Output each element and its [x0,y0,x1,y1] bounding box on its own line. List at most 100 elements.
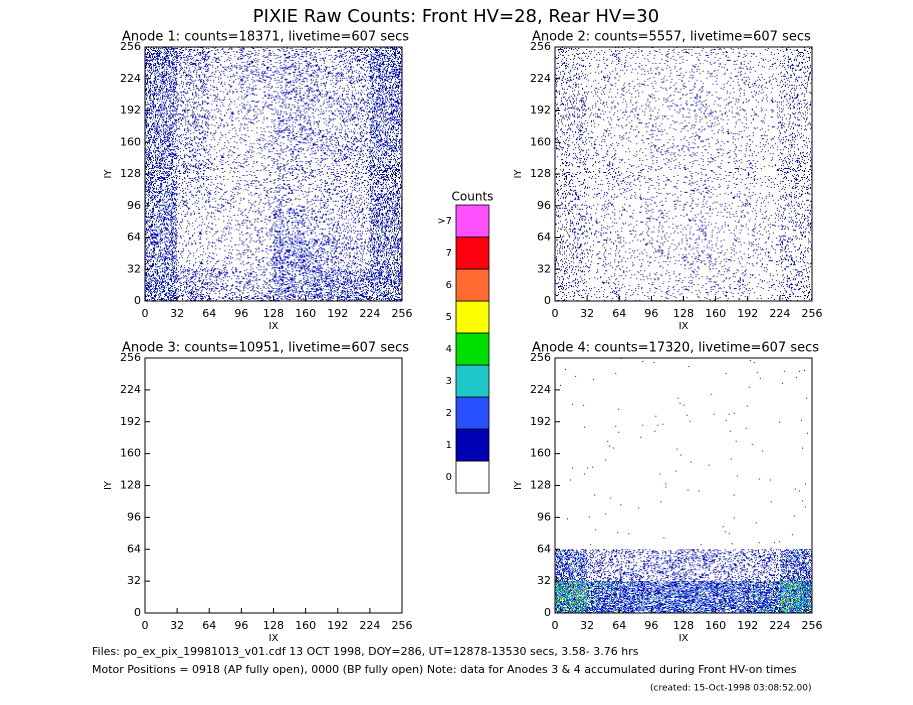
count-pixels [689,71,691,73]
density-cell [733,494,735,496]
x-tick-label: 128 [673,619,694,632]
count-pixels [659,52,677,77]
density-cell [587,549,620,582]
count-pixels [748,582,777,612]
count-pixels [337,174,370,206]
x-axis-label: IX [269,633,279,644]
count-pixels [209,205,242,237]
count-pixels [690,461,710,466]
count-pixels [601,233,603,235]
count-pixels [209,142,242,173]
count-pixels [340,178,362,206]
count-pixels [723,84,739,101]
density-cell [337,78,370,111]
count-pixels [651,237,684,269]
count-pixels [273,51,281,68]
density-cell [145,47,178,79]
count-pixels [747,205,780,238]
density-cell [584,426,586,428]
count-pixels [587,142,620,174]
count-pixels [702,62,711,64]
count-pixels [678,78,680,80]
colorbar-swatch [455,332,490,366]
colorbar-label: >7 [437,216,452,227]
x-tick-label: 224 [769,307,790,320]
density-cell [369,47,402,79]
count-pixels [273,174,306,206]
count-pixels [793,488,806,517]
density-cell [683,269,716,301]
density-cell [791,534,793,536]
density-cell [273,78,306,111]
count-pixels [752,274,768,284]
count-pixels [209,237,242,270]
density-cell [590,529,619,546]
count-pixels [555,549,588,582]
panel-title: Anode 2: counts=5557, livetime=607 secs [532,30,811,45]
y-tick-label: 192 [530,415,551,428]
density-cell [305,174,338,206]
count-pixels [235,259,237,261]
count-pixels [177,237,210,270]
count-pixels [683,79,716,111]
count-pixels [241,143,274,173]
count-pixels [768,579,770,581]
count-pixels [369,237,402,270]
count-pixels [779,174,812,206]
count-pixels [802,432,808,449]
count-pixels [273,114,275,116]
count-pixels [683,237,716,270]
count-pixels [215,111,242,139]
count-pixels [305,110,338,143]
count-pixels [337,269,370,301]
density-cell [241,47,274,79]
count-pixels [273,237,306,270]
count-pixels [177,78,210,111]
x-axis-label: IX [679,321,689,332]
density-cell [802,432,808,449]
density-cell [273,237,306,270]
count-pixels [369,78,402,111]
density-cell [730,458,738,477]
density-cell [700,544,702,546]
x-tick-label: 32 [170,307,184,320]
density-cell [145,269,178,301]
count-pixels [732,174,734,175]
density-cell [793,488,806,517]
count-pixels [337,78,370,111]
y-tick-label: 192 [120,415,141,428]
colorbar-label: 7 [446,248,452,259]
count-pixels [555,581,588,613]
y-axis-label: IY [513,169,524,179]
y-tick-label: 0 [134,294,141,307]
count-pixels [683,47,716,79]
colorbar-label: 5 [446,312,452,323]
panel-title: Anode 1: counts=18371, livetime=607 secs [122,30,409,45]
y-tick-label: 160 [530,447,551,460]
colorbar-label: 6 [446,280,452,291]
count-pixels [555,78,588,111]
count-pixels [717,581,748,613]
count-pixels [780,217,812,238]
density-cell [242,174,273,206]
y-tick-label: 32 [127,574,141,587]
y-tick-label: 192 [120,104,141,117]
footer-created: (created: 15-Oct-1998 03:08:52.00) [650,684,811,694]
x-tick-label: 0 [552,619,559,632]
count-pixels [209,269,242,301]
density-cell [619,47,652,79]
density-cell [177,110,210,143]
count-pixels [791,534,793,536]
density-cell [779,142,812,174]
x-tick-label: 0 [552,307,559,320]
count-pixels [658,115,681,125]
y-tick-label: 0 [544,294,551,307]
count-pixels [805,483,806,485]
density-cell [145,205,178,238]
count-pixels [725,405,748,421]
count-pixels [369,269,402,301]
density-cell [747,174,780,206]
count-pixels [651,553,684,582]
count-pixels [369,205,402,238]
count-pixels [576,49,578,50]
